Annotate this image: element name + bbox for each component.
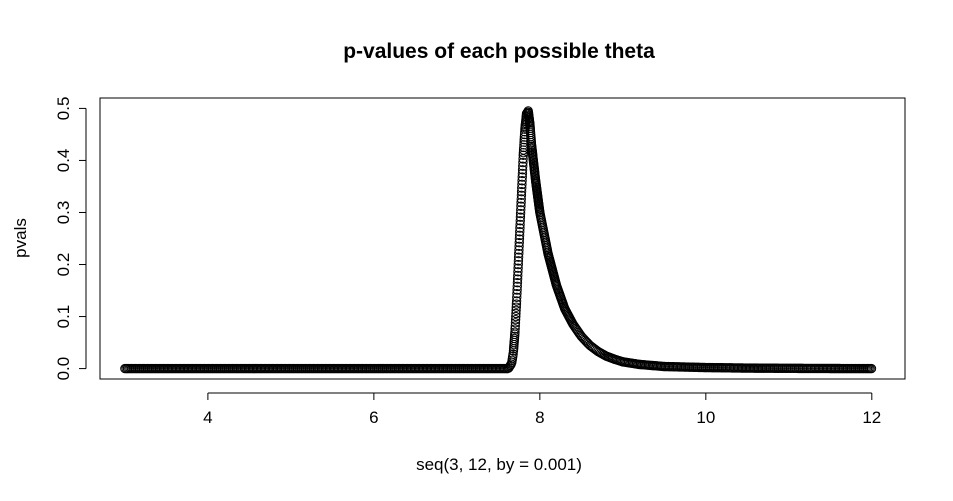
data-point [515,227,525,237]
data-point [513,270,523,281]
data-point [515,223,525,233]
x-tick-label: 4 [203,408,212,427]
x-axis: 4 6 8 10 12 [203,392,881,427]
data-point [514,230,525,241]
data-point [512,292,522,302]
data-point [511,302,521,312]
x-tick-label: 6 [369,408,378,427]
data-point [516,186,527,197]
data-point [516,190,527,201]
data-point [511,305,521,316]
data-point [515,212,526,222]
data-point [514,237,524,248]
data-point [515,219,525,230]
y-axis: 0.0 0.1 0.2 0.3 0.4 0.5 [54,97,87,381]
data-point [510,314,521,325]
data-point [517,165,528,175]
data-point [515,208,526,219]
data-point [511,299,522,309]
data-point [517,179,527,190]
y-axis-label: pvals [11,218,30,258]
data-point [866,363,877,374]
data-point [513,256,524,266]
data-point [513,252,524,262]
data-point [516,201,526,211]
data-point [517,172,527,182]
data-point [512,281,522,292]
plot-frame [99,97,906,380]
chart-title: p-values of each possible theta [343,40,655,63]
data-point [512,285,522,295]
data-points [120,106,877,374]
data-point [514,245,524,255]
data-point [517,183,527,193]
data-point [514,241,524,252]
y-tick-label: 0.2 [54,253,73,277]
data-point [513,263,523,273]
data-point [518,150,528,160]
y-tick-label: 0.5 [54,97,73,121]
y-tick-label: 0.0 [54,357,73,381]
data-point [508,349,518,359]
y-tick-label: 0.3 [54,201,73,225]
x-axis-label: seq(3, 12, by = 0.001) [416,455,582,474]
data-point [514,234,525,244]
data-point [511,308,521,319]
x-tick-label: 8 [535,408,544,427]
data-point [517,168,528,179]
data-point [510,327,520,337]
data-point [516,205,526,215]
data-point [510,321,520,331]
data-point [512,278,523,288]
x-tick-label: 10 [696,408,715,427]
data-point [518,157,528,168]
data-point [514,248,524,259]
data-point [510,324,520,334]
data-point [515,216,525,226]
y-tick-label: 0.1 [54,305,73,329]
data-point [513,267,523,277]
data-point [518,161,528,171]
data-point [504,362,515,372]
data-point [511,296,522,306]
data-point [512,288,522,299]
x-tick-label: 12 [862,408,881,427]
data-point [517,176,527,186]
data-point [518,147,529,158]
y-tick-label: 0.4 [54,149,73,173]
data-point [511,311,521,322]
data-point [510,318,521,328]
data-point [512,274,523,284]
data-point [516,194,526,204]
data-point [513,259,523,270]
data-point [516,197,526,208]
